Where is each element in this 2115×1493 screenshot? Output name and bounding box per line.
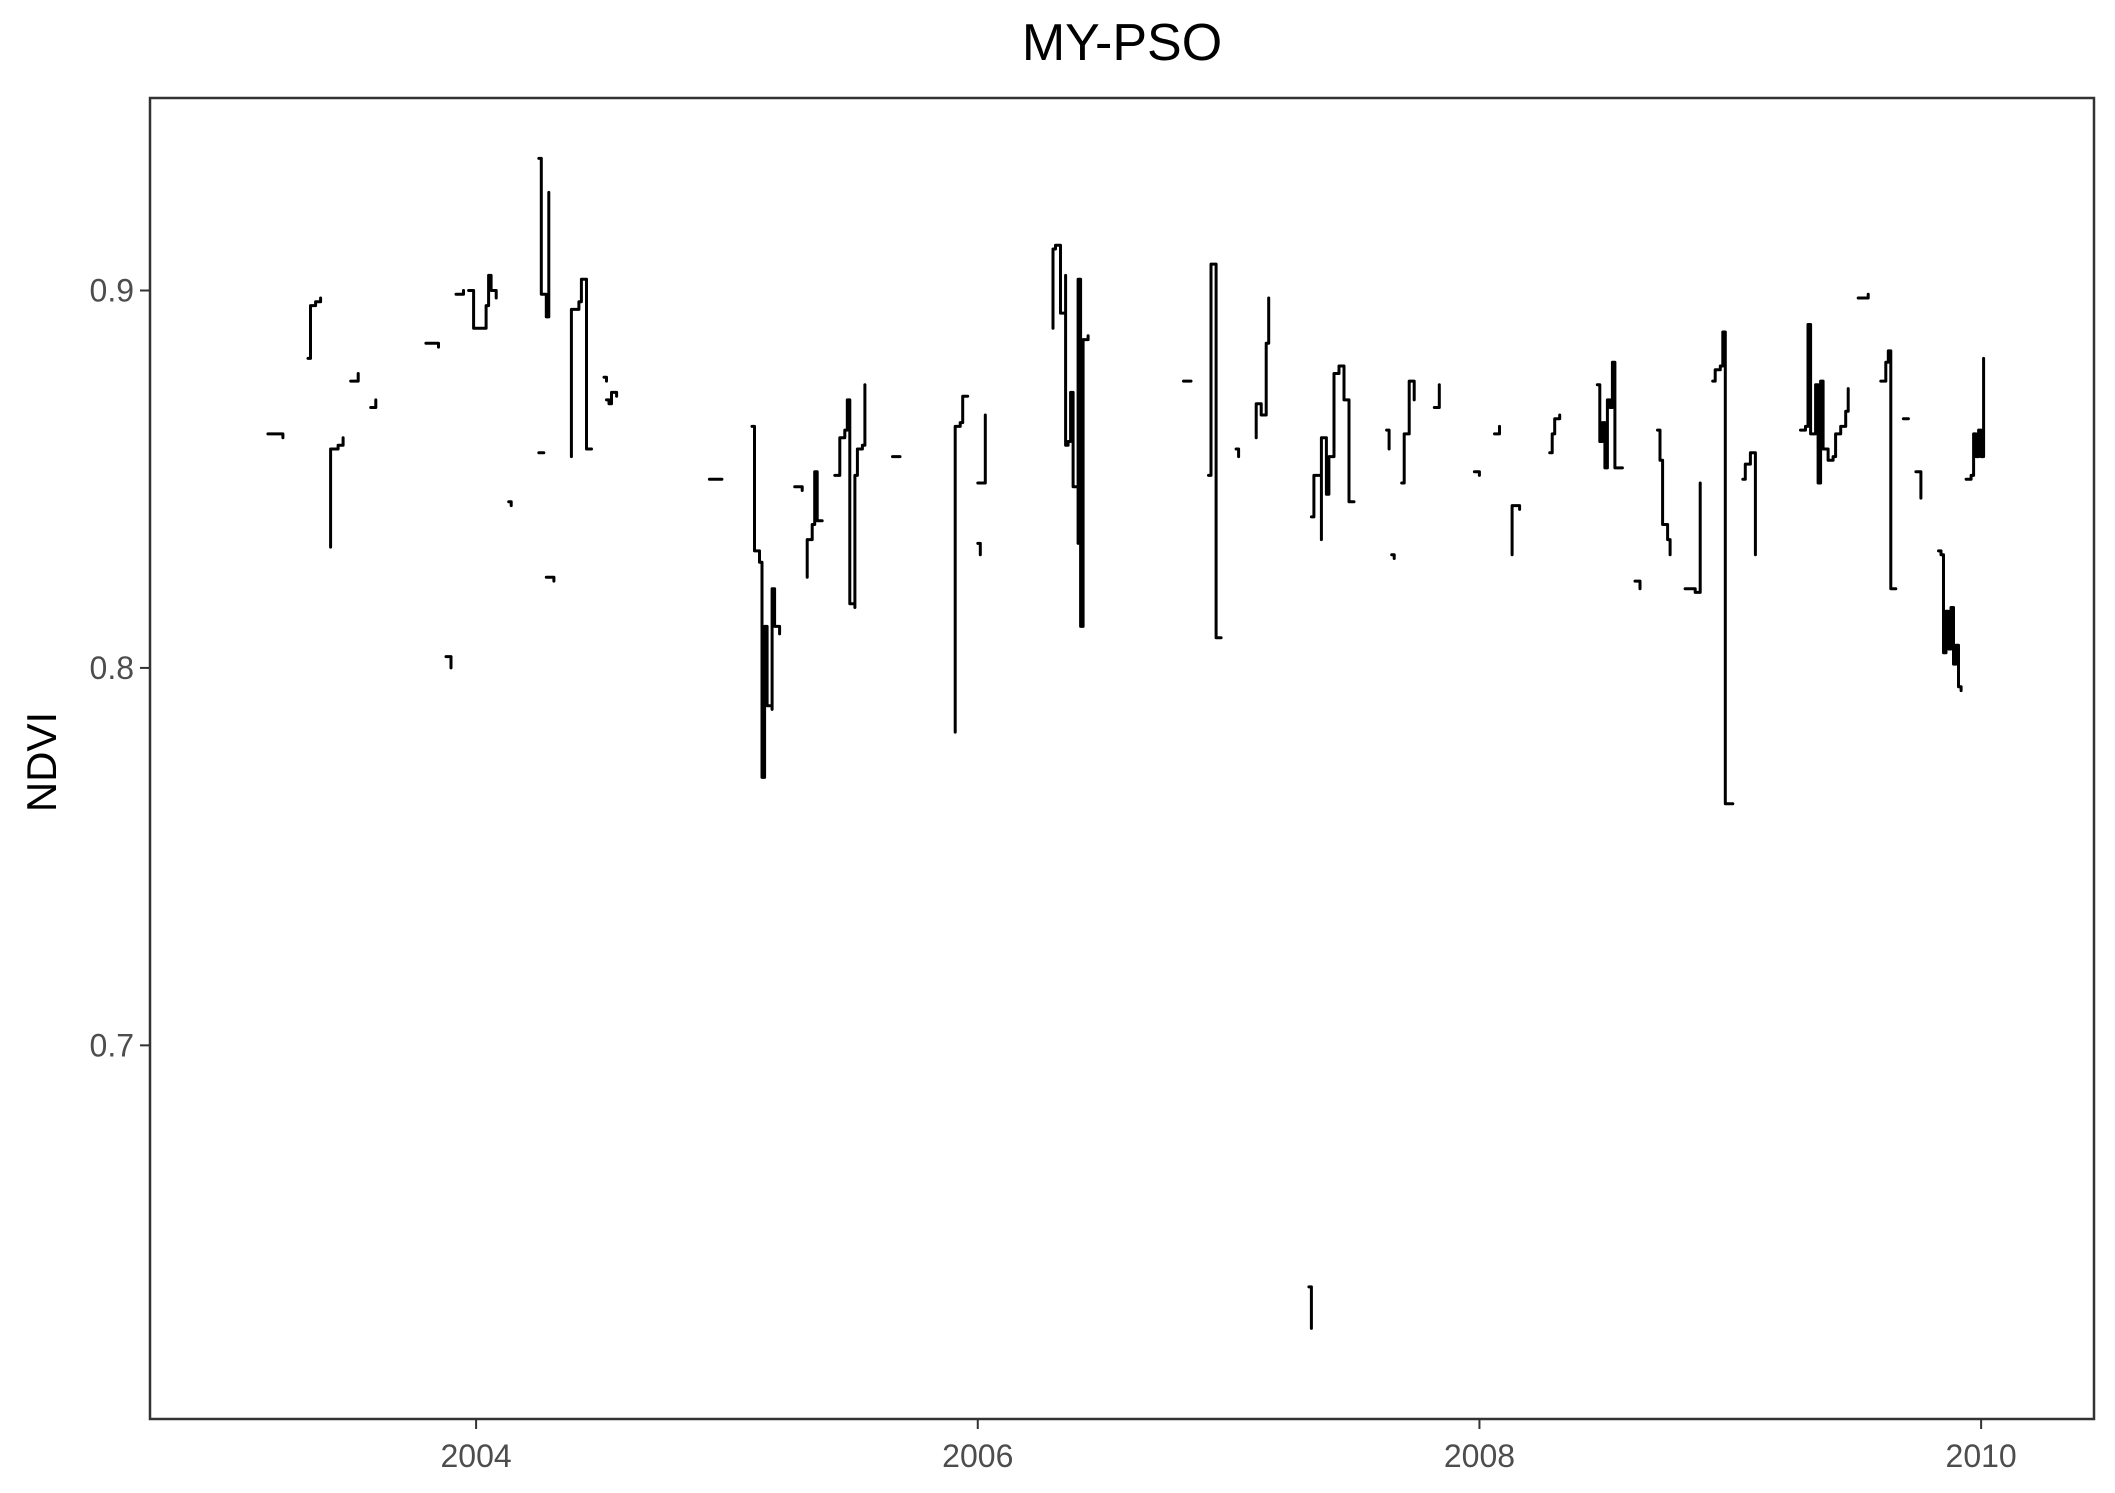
ndvi-series-segment <box>1656 428 1672 557</box>
ndvi-series-segment <box>306 296 323 360</box>
ndvi-series-segment <box>1683 481 1702 594</box>
ndvi-series-segment <box>1937 549 1963 693</box>
ndvi-series-segment <box>976 413 987 485</box>
ndvi-series-segment <box>1400 379 1416 485</box>
ndvi-series-segment <box>1964 356 1986 481</box>
x-tick-label: 2006 <box>942 1438 1013 1474</box>
ndvi-series-segment <box>1493 424 1501 436</box>
ndvi-series-segment <box>537 156 551 319</box>
x-axis: 2004 2006 2008 2010 <box>440 1419 2017 1474</box>
ndvi-series-segment <box>1472 470 1481 477</box>
ndvi-series-segment <box>329 436 345 549</box>
ndvi-series-segment <box>266 432 285 440</box>
ndvi-series-segment <box>1390 553 1396 560</box>
y-axis: 0.7 0.8 0.9 <box>90 272 150 1063</box>
y-tick-label: 0.8 <box>90 650 134 686</box>
ndvi-series-segment <box>544 575 556 583</box>
x-tick-label: 2004 <box>440 1438 511 1474</box>
ndvi-series-segment <box>793 485 804 492</box>
y-tick-label: 0.9 <box>90 272 134 308</box>
ndvi-series-segment <box>1879 349 1898 591</box>
ndvi-series-segment <box>467 273 498 330</box>
ndvi-series-segment <box>605 390 619 406</box>
plot-area <box>266 156 1986 1330</box>
ndvi-series-segment <box>953 394 970 734</box>
ndvi-series-segment <box>1799 323 1850 485</box>
ndvi-series-segment <box>1914 470 1923 500</box>
ndvi-series-segment <box>750 424 782 779</box>
ndvi-series-segment <box>424 341 440 349</box>
ndvi-series-segment <box>976 541 982 557</box>
y-tick-label: 0.7 <box>90 1027 134 1063</box>
ndvi-series-segment <box>507 500 513 508</box>
ndvi-series-segment <box>1207 262 1223 640</box>
ndvi-series-segment <box>569 277 593 459</box>
ndvi-series-segment <box>1385 428 1391 451</box>
ndvi-series-segment <box>1309 364 1356 542</box>
ndvi-series-segment <box>454 289 465 296</box>
ndvi-series-segment <box>1510 504 1522 557</box>
ndvi-series-segment <box>805 470 824 579</box>
ndvi-series-segment <box>369 398 378 409</box>
ndvi-series-segment <box>1711 330 1735 806</box>
plot-panel-border <box>148 96 2096 1421</box>
ndvi-series-segment <box>833 383 867 609</box>
ndvi-series-segment <box>1234 447 1241 459</box>
ndvi-series-segment <box>1307 1285 1313 1330</box>
x-tick-label: 2008 <box>1444 1438 1515 1474</box>
ndvi-series-segment <box>1633 579 1642 591</box>
ndvi-series-segment <box>602 375 608 383</box>
ndvi-series-segment <box>444 655 453 670</box>
ndvi-series-segment <box>1595 360 1624 470</box>
ndvi-series-segment <box>349 372 360 383</box>
ndvi-series-segment <box>1548 413 1562 455</box>
ndvi-series-segment <box>1741 451 1757 557</box>
ndvi-series-segment <box>1051 243 1090 628</box>
ndvi-series-segment <box>1432 383 1441 409</box>
ndvi-series-segment <box>1254 296 1271 440</box>
ndvi-series-segment <box>1856 292 1870 300</box>
x-tick-label: 2010 <box>1946 1438 2017 1474</box>
y-axis-title: NDVI <box>18 712 65 812</box>
chart-title: MY-PSO <box>1022 14 1222 72</box>
